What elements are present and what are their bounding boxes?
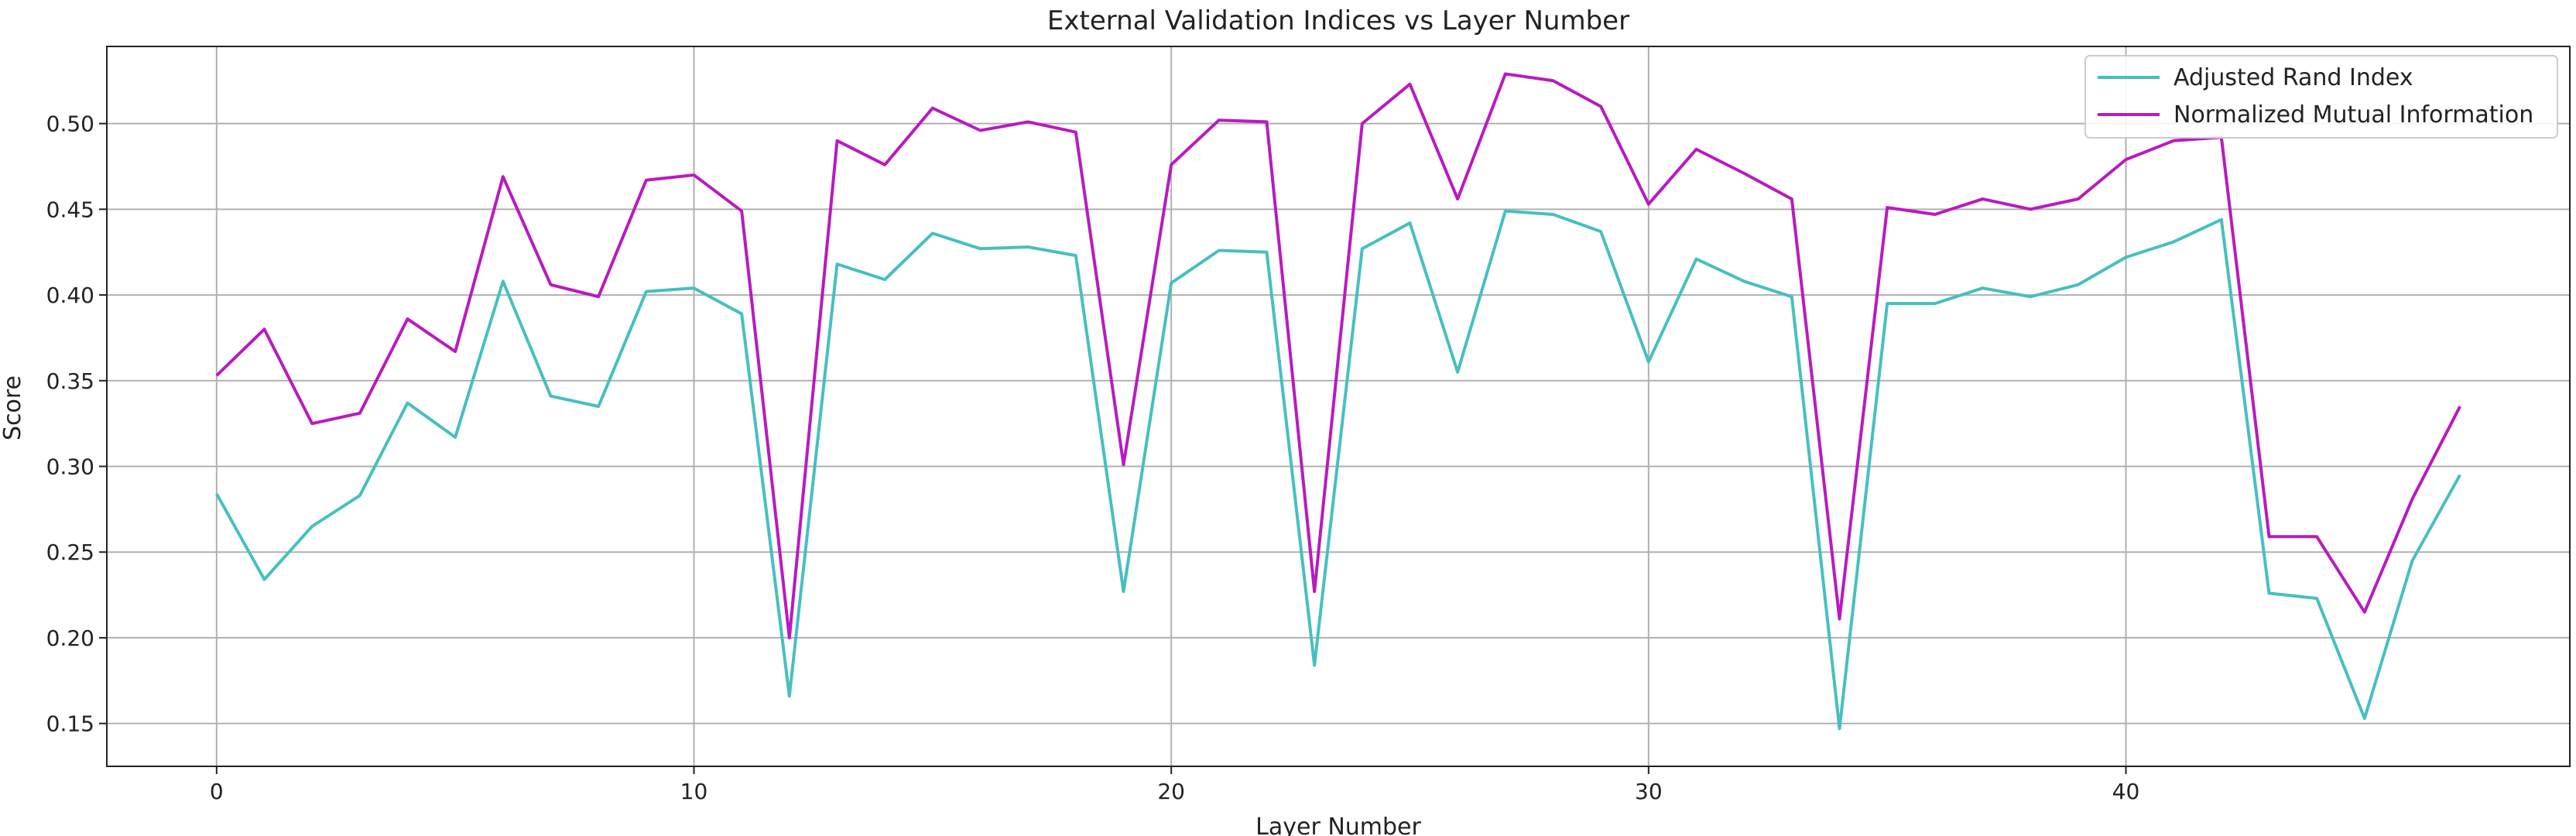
x-axis-ticks: 0 10 20 30 40 — [210, 766, 2139, 804]
y-tick-label: 0.40 — [46, 283, 94, 308]
x-tick-label: 10 — [680, 779, 708, 804]
y-axis-ticks: 0.15 0.20 0.25 0.30 0.35 0.40 0.45 0.50 — [46, 111, 107, 737]
legend-label-1: Normalized Mutual Information — [2174, 101, 2533, 128]
y-tick-label: 0.25 — [46, 540, 94, 565]
plot-series — [215, 72, 2461, 731]
grid-lines — [107, 46, 2570, 766]
x-axis-label: Layer Number — [1255, 814, 1421, 836]
plot-frame — [106, 46, 2571, 767]
legend-box — [2084, 55, 2558, 139]
y-tick-label: 0.45 — [46, 197, 94, 222]
series-line-0 — [215, 209, 2461, 731]
legend-label-0: Adjusted Rand Index — [2174, 64, 2413, 91]
x-tick-label: 30 — [1635, 779, 1663, 804]
x-tick-label: 40 — [2112, 779, 2140, 804]
series-line-1 — [215, 72, 2461, 639]
y-tick-label: 0.50 — [46, 111, 94, 137]
y-tick-label: 0.15 — [46, 711, 94, 737]
chart-title: External Validation Indices vs Layer Num… — [1047, 5, 1629, 36]
y-axis-label: Score — [0, 375, 26, 440]
y-tick-label: 0.30 — [46, 454, 94, 480]
y-tick-label: 0.35 — [46, 368, 94, 394]
legend: Adjusted Rand Index Normalized Mutual Inf… — [2084, 55, 2558, 139]
y-tick-label: 0.20 — [46, 625, 94, 651]
x-tick-label: 20 — [1157, 779, 1185, 804]
x-tick-label: 0 — [210, 779, 224, 804]
